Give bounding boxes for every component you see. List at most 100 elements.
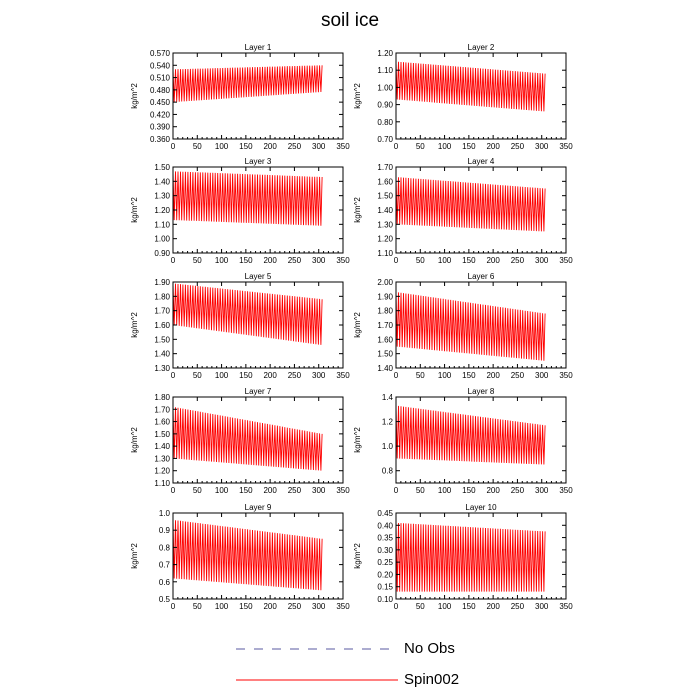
- layer-4-y-tick-label: 1.50: [377, 192, 393, 201]
- layer-6-y-tick-label: 1.50: [377, 350, 393, 359]
- layer-4-x-tick-label: 300: [535, 256, 549, 265]
- layer-8-x-tick-label: 0: [394, 486, 399, 495]
- layer-6-x-tick-label: 150: [462, 371, 476, 380]
- layer-10-series-spin002: [395, 522, 546, 595]
- layer-3-y-axis-label: kg/m^2: [130, 197, 139, 223]
- layer-4-y-tick-label: 1.10: [377, 249, 393, 258]
- layer-8-x-tick-label: 350: [559, 486, 573, 495]
- layer-7-plot-frame: [172, 396, 344, 484]
- layer-4-x-tick-label: 150: [462, 256, 476, 265]
- layer-2-x-tick-label: 100: [438, 142, 452, 151]
- layer-2-y-tick-label: 1.00: [377, 83, 393, 92]
- layer-8-y-tick-label: 1.0: [382, 442, 394, 451]
- layer-2-x-tick-label: 350: [559, 142, 573, 151]
- layer-1-x-tick-label: 100: [215, 142, 229, 151]
- layer-5-title: Layer 5: [245, 272, 272, 281]
- layer-10-plot-frame: [395, 512, 567, 600]
- layer-6-x-tick-label: 200: [486, 371, 500, 380]
- layer-3-y-tick-label: 1.20: [154, 206, 170, 215]
- layer-4-y-tick-label: 1.60: [377, 177, 393, 186]
- layer-10-title: Layer 10: [465, 503, 497, 512]
- layer-6-x-tick-label: 300: [535, 371, 549, 380]
- layer-3-y-tick-label: 0.90: [154, 249, 170, 258]
- layer-7-y-tick-label: 1.40: [154, 442, 170, 451]
- layer-2-y-tick-label: 0.80: [377, 118, 393, 127]
- layer-10-y-tick-label: 0.30: [377, 546, 393, 555]
- layer-10-y-tick-label: 0.20: [377, 570, 393, 579]
- layer-1-y-tick-label: 0.390: [150, 123, 171, 132]
- layer-7-x-tick-label: 0: [171, 486, 176, 495]
- layer-8-series-spin002: [395, 405, 546, 465]
- layer-5-y-tick-label: 1.90: [154, 278, 170, 287]
- layer-1-y-tick-label: 0.480: [150, 86, 171, 95]
- layer-10-x-tick-label: 150: [462, 602, 476, 611]
- layer-1-title: Layer 1: [245, 43, 272, 52]
- layer-8-plot-frame: [395, 396, 567, 484]
- layer-3-x-tick-label: 350: [336, 256, 350, 265]
- layer-2-x-tick-label: 50: [416, 142, 425, 151]
- layer-3-x-tick-label: 250: [288, 256, 302, 265]
- layer-9-x-tick-label: 300: [312, 602, 326, 611]
- layer-2-x-tick-label: 200: [486, 142, 500, 151]
- layer-9-y-tick-label: 0.9: [159, 526, 171, 535]
- layer-1-y-tick-label: 0.420: [150, 110, 171, 119]
- layer-7-y-tick-label: 1.80: [154, 393, 170, 402]
- layer-9-y-tick-label: 0.5: [159, 595, 171, 604]
- layer-6-title: Layer 6: [468, 272, 495, 281]
- layer-4-x-tick-label: 0: [394, 256, 399, 265]
- layer-5-x-tick-label: 250: [288, 371, 302, 380]
- chart-layer-4: Layer 4 kg/m^2 0 50 100 150 200 250 300 350 1.10 1.…: [353, 157, 573, 265]
- layer-8-title: Layer 8: [468, 387, 495, 396]
- layer-4-x-tick-label: 350: [559, 256, 573, 265]
- layer-3-x-tick-label: 0: [171, 256, 176, 265]
- layer-4-y-tick-label: 1.70: [377, 163, 393, 172]
- layer-1-x-tick-label: 350: [336, 142, 350, 151]
- layer-10-y-tick-label: 0.35: [377, 534, 393, 543]
- layer-9-y-tick-label: 1.0: [159, 509, 171, 518]
- layer-7-y-tick-label: 1.70: [154, 405, 170, 414]
- layer-6-y-axis-label: kg/m^2: [353, 312, 362, 338]
- layer-9-x-tick-label: 350: [336, 602, 350, 611]
- layer-10-y-axis-label: kg/m^2: [353, 543, 362, 569]
- layer-10-x-tick-label: 350: [559, 602, 573, 611]
- layer-1-y-tick-label: 0.510: [150, 74, 171, 83]
- layer-3-y-tick-label: 1.10: [154, 220, 170, 229]
- layer-4-x-tick-label: 50: [416, 256, 425, 265]
- layer-3-x-tick-label: 50: [193, 256, 202, 265]
- layer-7-y-tick-label: 1.30: [154, 454, 170, 463]
- layer-10-y-tick-label: 0.10: [377, 595, 393, 604]
- layer-6-y-tick-label: 1.90: [377, 292, 393, 301]
- figure-title: soil ice: [320, 10, 380, 31]
- layer-4-series-spin002: [395, 176, 546, 253]
- layer-7-y-tick-label: 1.60: [154, 418, 170, 427]
- layer-7-x-tick-label: 250: [288, 486, 302, 495]
- layer-5-y-tick-label: 1.70: [154, 307, 170, 316]
- layer-2-y-tick-label: 1.10: [377, 66, 393, 75]
- layer-10-x-tick-label: 250: [511, 602, 525, 611]
- layer-4-y-tick-label: 1.30: [377, 220, 393, 229]
- layer-9-x-tick-label: 250: [288, 602, 302, 611]
- chart-layer-9: Layer 9 kg/m^2 0 50 100 150 200 250 300 350 0.5 0.6…: [130, 503, 350, 611]
- layer-9-x-tick-label: 200: [263, 602, 277, 611]
- layer-6-y-tick-label: 1.60: [377, 335, 393, 344]
- layer-2-y-tick-label: 0.90: [377, 101, 393, 110]
- chart-layer-10: Layer 10 kg/m^2 0 50 100 150 200 250 300 350 0.10 0…: [353, 503, 573, 611]
- layer-7-x-tick-label: 100: [215, 486, 229, 495]
- layer-5-y-tick-label: 1.80: [154, 292, 170, 301]
- layer-10-y-tick-label: 0.40: [377, 521, 393, 530]
- layer-10-y-tick-label: 0.45: [377, 509, 393, 518]
- layer-5-y-tick-label: 1.30: [154, 364, 170, 373]
- layer-4-y-tick-label: 1.20: [377, 235, 393, 244]
- layer-5-y-tick-label: 1.60: [154, 321, 170, 330]
- layer-4-x-tick-label: 100: [438, 256, 452, 265]
- layer-6-x-tick-label: 350: [559, 371, 573, 380]
- layer-3-x-tick-label: 300: [312, 256, 326, 265]
- layer-10-x-tick-label: 50: [416, 602, 425, 611]
- layer-6-y-tick-label: 1.40: [377, 364, 393, 373]
- legend-label-spin002: Spin002: [404, 671, 460, 688]
- layer-7-x-tick-label: 150: [239, 486, 253, 495]
- layer-1-y-tick-label: 0.450: [150, 98, 171, 107]
- chart-layer-6: Layer 6 kg/m^2 0 50 100 150 200 250 300 350 1.40 1.…: [353, 272, 573, 380]
